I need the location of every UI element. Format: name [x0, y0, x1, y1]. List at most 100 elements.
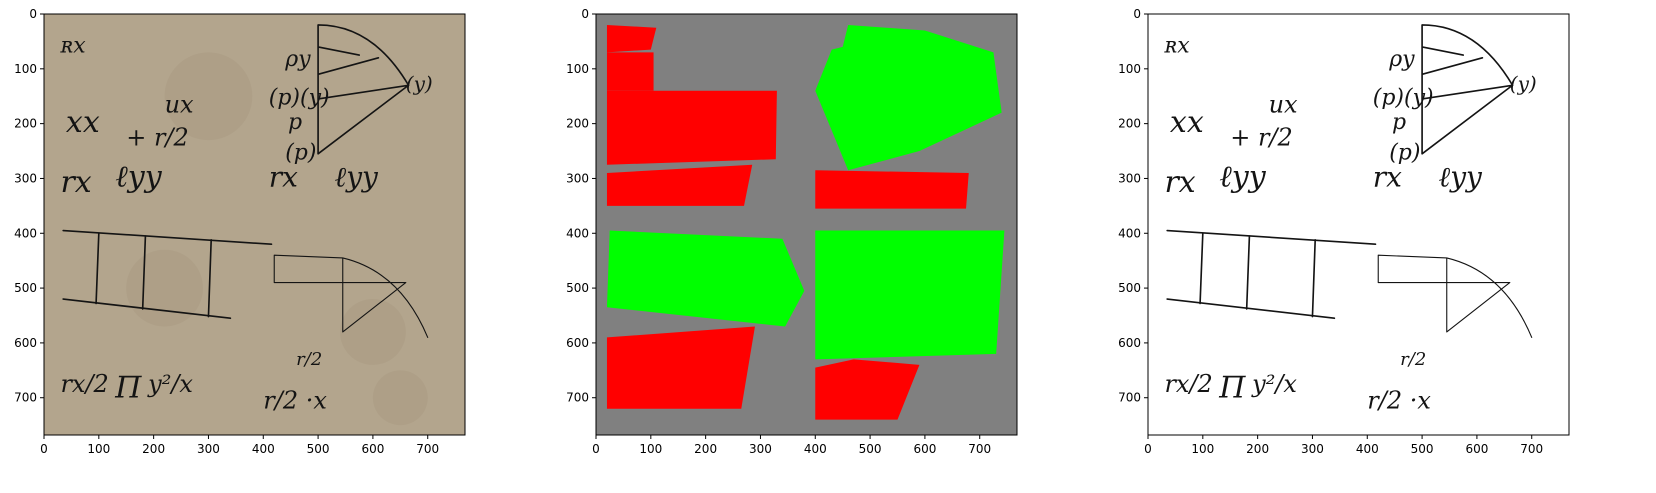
panel-manuscript: ʀx (p)(y) (y) ρy p (p) xx ux + r/2 rx ℓyy rx ℓyy r/2 r… [0, 7, 480, 462]
segmentation-mask-axes: 0 0 100 100 200 200 300 300 400 400 500 500 600 600 70… [566, 7, 1018, 456]
panel-segmentation: 0 0 100 100 200 200 300 300 400 400 500 500 600 600 70… [552, 7, 1032, 462]
y-tick-label: 200 [14, 117, 37, 131]
manuscript-glyph: r/2 [1400, 349, 1426, 370]
x-tick-label: 500 [1411, 442, 1434, 456]
ladder-bottom-rail [1166, 298, 1336, 320]
manuscript-glyph: ux [165, 91, 194, 119]
y-tick-label: 300 [14, 171, 37, 185]
manuscript-glyph: ρy [284, 47, 311, 72]
manuscript-glyph: y²/x [1251, 370, 1297, 398]
lower-right-figure [273, 254, 429, 338]
y-tick-label: 500 [1118, 281, 1141, 295]
triangle-figure [317, 24, 410, 155]
y-tick-label: 600 [14, 336, 37, 350]
y-tick-label: 700 [1118, 391, 1141, 405]
manuscript-glyph: p [288, 110, 302, 135]
binarized-background [1148, 14, 1569, 435]
figure-region-mask [815, 24, 1002, 171]
x-tick-label: 400 [252, 442, 275, 456]
manuscript-glyph: Π [1218, 371, 1246, 406]
x-tick-label: 300 [197, 442, 220, 456]
manuscript-glyph: rx [1373, 161, 1402, 194]
y-tick-label: 500 [14, 281, 37, 295]
x-tick-label: 600 [913, 442, 936, 456]
x-tick-label: 0 [592, 442, 600, 456]
x-tick-label: 100 [1191, 442, 1214, 456]
y-tick-label: 0 [581, 7, 589, 21]
parchment-stain [340, 299, 406, 365]
x-tick-label: 700 [416, 442, 439, 456]
text-region-mask [606, 164, 753, 206]
y-tick-label: 400 [1118, 226, 1141, 240]
x-tick-label: 100 [87, 442, 110, 456]
triangle-figure [1421, 24, 1514, 155]
x-tick-label: 600 [361, 442, 384, 456]
panel-binarized: ʀx (p)(y) (y) ρy p (p) xx ux + r/2 rx ℓyy rx ℓyy r/2 r… [1104, 7, 1584, 462]
parchment-stain [126, 249, 203, 327]
parchment-background [44, 14, 465, 435]
y-tick-label: 400 [14, 226, 37, 240]
manuscript-glyph: ℓyy [115, 160, 162, 195]
axes-frame [595, 13, 1018, 436]
ladder-top-rail [1166, 229, 1377, 246]
manuscript-glyph: ρy [1388, 47, 1415, 72]
manuscript-glyph: Π [114, 371, 142, 406]
figure-region-mask [606, 230, 805, 327]
manuscript-glyph: ux [1269, 91, 1298, 119]
manuscript-glyph: xx [1170, 105, 1204, 140]
manuscript-glyph: rx [60, 165, 91, 200]
y-tick-label: 400 [566, 226, 589, 240]
text-region-mask [815, 170, 969, 209]
y-tick-label: 100 [566, 62, 589, 76]
manuscript-glyph: rx/2 [1164, 370, 1212, 398]
axes-frame [1147, 13, 1570, 436]
ladder-top-rail [62, 229, 273, 246]
lower-right-figure [1377, 254, 1533, 338]
x-tick-label: 300 [749, 442, 772, 456]
y-tick-label: 200 [566, 117, 589, 131]
y-tick-label: 700 [566, 391, 589, 405]
manuscript-glyph: ℓyy [335, 161, 379, 194]
manuscript-glyph: p [1392, 110, 1406, 135]
y-tick-label: 200 [1118, 117, 1141, 131]
manuscript-glyph: r/2 [296, 349, 322, 370]
y-tick-label: 100 [1118, 62, 1141, 76]
y-tick-label: 100 [14, 62, 37, 76]
text-region-mask [815, 359, 920, 420]
manuscript-glyph: xx [66, 105, 100, 140]
manuscript-glyph: r/2 ·x [263, 387, 327, 415]
y-tick-label: 500 [566, 281, 589, 295]
manuscript-glyph: (p) [285, 140, 316, 165]
parchment-stain [164, 52, 253, 141]
manuscript-glyph: (y) [1510, 72, 1537, 96]
y-tick-label: 700 [14, 391, 37, 405]
x-tick-label: 400 [1356, 442, 1379, 456]
text-region-mask [606, 52, 654, 91]
x-tick-label: 600 [1465, 442, 1488, 456]
text-region-mask [606, 90, 777, 165]
x-tick-label: 500 [859, 442, 882, 456]
manuscript-glyph: r/2 ·x [1367, 387, 1431, 415]
x-tick-label: 200 [1246, 442, 1269, 456]
manuscript-glyph: + r/2 [1230, 124, 1293, 152]
text-region-mask [606, 24, 657, 53]
x-tick-label: 0 [40, 442, 48, 456]
x-tick-label: 100 [639, 442, 662, 456]
axes-frame [43, 13, 466, 436]
manuscript-glyph: y²/x [147, 370, 193, 398]
manuscript-glyph: ℓyy [1439, 161, 1483, 194]
x-tick-label: 200 [694, 442, 717, 456]
manuscript-glyph: rx [269, 161, 298, 194]
manuscript-glyph: ℓyy [1219, 160, 1266, 195]
figure-region-mask [815, 230, 1005, 360]
ladder-rungs [1199, 232, 1317, 318]
y-tick-label: 600 [566, 336, 589, 350]
x-tick-label: 700 [968, 442, 991, 456]
x-tick-label: 400 [804, 442, 827, 456]
y-tick-label: 0 [29, 7, 37, 21]
manuscript-glyph: rx [1164, 165, 1195, 200]
manuscript-glyph: ʀx [59, 33, 86, 58]
parchment-stain [372, 370, 428, 426]
ladder-rungs [95, 232, 213, 318]
